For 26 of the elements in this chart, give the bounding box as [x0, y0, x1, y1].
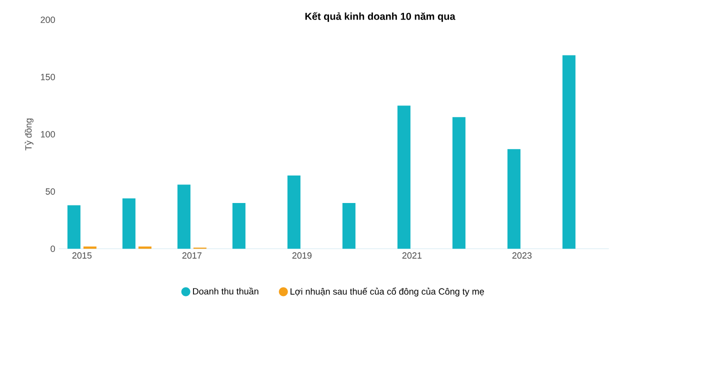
- bar: [83, 246, 96, 249]
- bar: [232, 202, 246, 249]
- bar: [397, 106, 410, 249]
- y-tick-label: 0: [50, 246, 55, 252]
- chart-title: Kết quả kinh doanh 10 năm qua: [305, 12, 456, 22]
- bar: [67, 205, 80, 249]
- x-tick-label: 2021: [402, 252, 422, 259]
- y-tick-label: 100: [40, 131, 55, 138]
- bar: [562, 55, 576, 249]
- x-tick-label: 2019: [292, 252, 312, 259]
- legend-label: Doanh thu thuần: [193, 288, 258, 295]
- bar: [452, 117, 466, 249]
- bar: [507, 149, 520, 249]
- y-tick-label: 150: [40, 74, 55, 80]
- x-tick-label: 2015: [72, 252, 92, 259]
- bar: [177, 184, 190, 249]
- bar: [138, 246, 152, 249]
- bar: [122, 198, 136, 249]
- bar: [287, 175, 300, 249]
- bar: [342, 202, 356, 249]
- x-tick-label: 2017: [182, 252, 202, 259]
- y-tick-label: 200: [40, 16, 55, 23]
- y-axis-title: Tỷ đồng: [24, 118, 34, 150]
- legend-label: Lợi nhuận sau thuế của cổ đông của Công ty mẹ: [290, 287, 484, 296]
- x-tick-label: 2023: [512, 252, 532, 259]
- y-tick-label: 50: [46, 188, 55, 195]
